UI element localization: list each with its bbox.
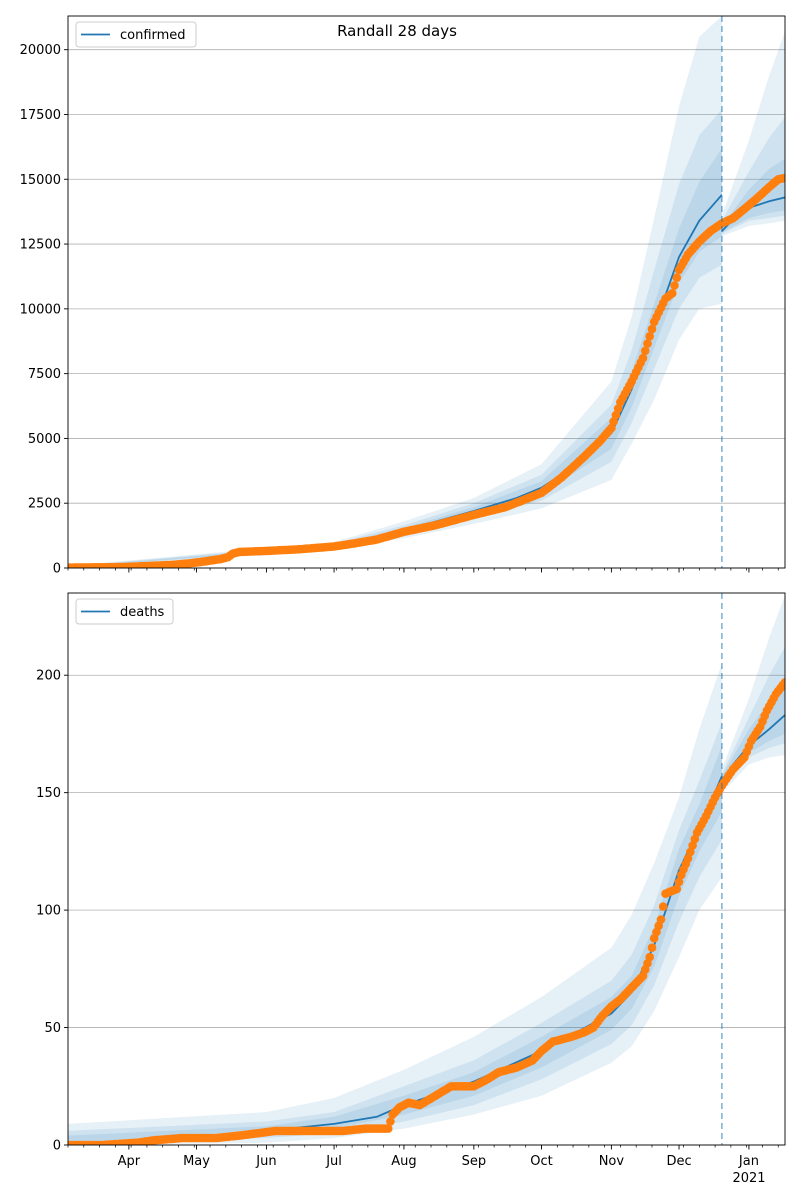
observed-point <box>386 1117 395 1126</box>
observed-point <box>383 1124 393 1133</box>
observed-point <box>670 281 679 290</box>
y-tick-label: 5000 <box>28 432 61 447</box>
y-tick-label: 17500 <box>20 108 61 123</box>
observed-point <box>674 877 684 887</box>
observed-point <box>647 943 657 952</box>
x-tick-label: Nov <box>599 1154 625 1169</box>
axes-frame <box>67 15 786 569</box>
forecast-uncertainty-band <box>721 595 785 793</box>
x-tick-label: Oct <box>530 1154 552 1169</box>
observed-point <box>643 339 652 348</box>
observed-point <box>656 915 666 924</box>
axes-frame <box>67 592 786 1146</box>
observed-point <box>647 324 657 334</box>
observed-point <box>640 346 650 356</box>
y-tick-label: 200 <box>36 669 61 684</box>
observed-point <box>645 332 654 341</box>
legend-label: confirmed <box>120 28 186 43</box>
y-tick-label: 15000 <box>20 173 61 188</box>
x-tick-label: May <box>183 1154 210 1169</box>
confirmed-legend: confirmed <box>75 21 197 48</box>
legend-box <box>75 598 174 625</box>
observed-point <box>780 173 785 183</box>
plot-area <box>68 16 785 568</box>
observed-point <box>690 834 700 844</box>
y-tick-label: 7500 <box>28 367 61 382</box>
deaths-legend: deaths <box>75 598 174 625</box>
x-tick-label: Apr <box>118 1154 141 1169</box>
observed-point <box>672 273 682 283</box>
observed-point <box>611 410 621 420</box>
x-tick-label: Jun <box>255 1154 276 1169</box>
observed-point <box>780 678 785 687</box>
observed-point <box>645 952 654 962</box>
observed-point <box>638 353 648 363</box>
observed-point <box>672 884 682 894</box>
uncertainty-band <box>68 745 722 1145</box>
observed-point <box>609 417 618 426</box>
y-tick-label: 0 <box>53 562 61 577</box>
y-tick-label: 50 <box>44 1021 61 1036</box>
uncertainty-band <box>68 663 722 1145</box>
y-tick-label: 100 <box>36 904 61 919</box>
observed-point <box>658 902 668 911</box>
x-tick-label: Aug <box>391 1154 416 1169</box>
y-tick-label: 0 <box>53 1139 61 1154</box>
y-tick-label: 150 <box>36 786 61 801</box>
y-tick-label: 20000 <box>20 43 61 58</box>
observed-point <box>668 289 677 298</box>
deaths-chart-panel: 0 50 100 150 200 Apr May Jun Jul Aug Sep Oct Nov Dec J… <box>36 592 786 1169</box>
observed-point <box>686 847 695 857</box>
y-tick-label: 2500 <box>28 497 61 512</box>
x-tick-label: Jul <box>325 1154 342 1169</box>
x-tick-label: Dec <box>666 1154 691 1169</box>
confirmed-chart-panel: 0 2500 5000 7500 10000 12500 15000 17500 20000 co… <box>20 15 786 577</box>
forecast-uncertainty-band <box>721 117 785 234</box>
y-tick-label: 12500 <box>20 238 61 253</box>
x-tick-label: Sep <box>462 1154 487 1169</box>
legend-label: deaths <box>120 605 165 620</box>
observed-point <box>613 404 623 413</box>
x-axis-year-label: 2021 <box>732 1171 765 1186</box>
y-tick-label: 10000 <box>20 302 61 317</box>
legend-box <box>75 21 197 48</box>
x-tick-label: Jan <box>738 1154 759 1169</box>
observed-point <box>607 423 616 433</box>
uncertainty-band <box>68 16 722 568</box>
forecast-uncertainty-band <box>721 647 785 788</box>
uncertainty-band <box>68 109 722 568</box>
plot-area <box>68 595 785 1145</box>
figure-title: Randall 28 days <box>337 22 457 40</box>
